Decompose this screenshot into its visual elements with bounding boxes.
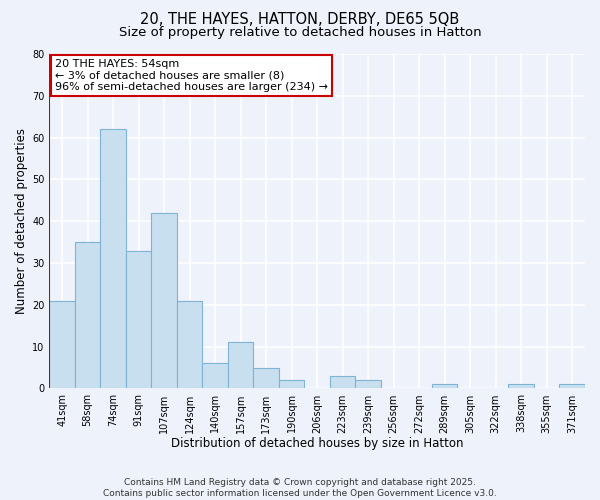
Bar (432, 384, 457, 388)
Bar (253, 368, 279, 388)
Bar (151, 213, 177, 388)
Bar (508, 384, 534, 388)
Bar (330, 376, 355, 388)
Bar (100, 130, 126, 388)
Bar (355, 380, 381, 388)
X-axis label: Distribution of detached houses by size in Hatton: Distribution of detached houses by size … (171, 437, 463, 450)
Text: Size of property relative to detached houses in Hatton: Size of property relative to detached ho… (119, 26, 481, 39)
Bar (279, 380, 304, 388)
Bar (228, 342, 253, 388)
Bar (177, 300, 202, 388)
Text: Contains HM Land Registry data © Crown copyright and database right 2025.
Contai: Contains HM Land Registry data © Crown c… (103, 478, 497, 498)
Bar (559, 384, 585, 388)
Bar (49, 300, 75, 388)
Bar (202, 364, 228, 388)
Bar (126, 250, 151, 388)
Y-axis label: Number of detached properties: Number of detached properties (15, 128, 28, 314)
Text: 20, THE HAYES, HATTON, DERBY, DE65 5QB: 20, THE HAYES, HATTON, DERBY, DE65 5QB (140, 12, 460, 28)
Bar (75, 242, 100, 388)
Text: 20 THE HAYES: 54sqm
← 3% of detached houses are smaller (8)
96% of semi-detached: 20 THE HAYES: 54sqm ← 3% of detached hou… (55, 59, 328, 92)
